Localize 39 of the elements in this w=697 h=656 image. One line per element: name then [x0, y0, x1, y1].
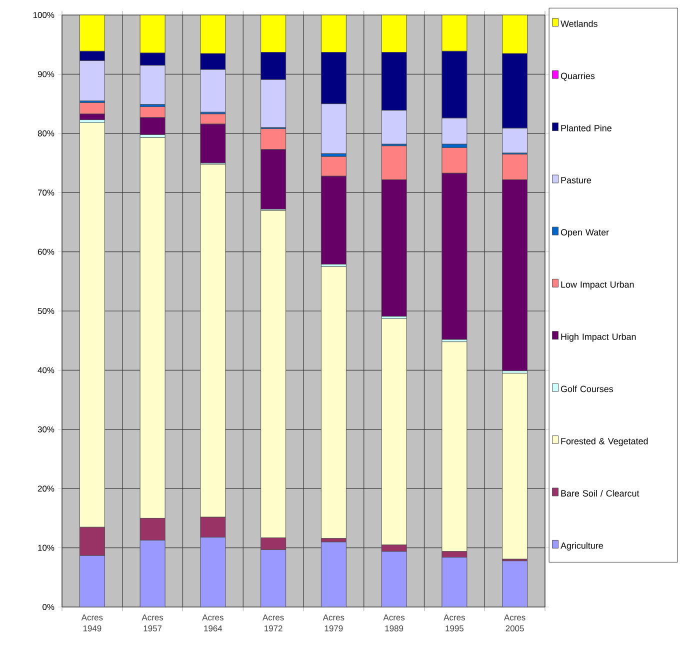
legend-label: Wetlands [560, 20, 598, 27]
x-tick-label: Acres 1989 [383, 614, 405, 632]
y-tick-label: 30% [38, 426, 54, 432]
bar [502, 560, 528, 607]
y-tick-label: 0% [42, 604, 54, 610]
legend-label: Forested & Vegetated [561, 438, 648, 446]
bar [320, 266, 346, 539]
x-tick-label: Acres 1979 [322, 614, 344, 632]
legend-label: Open Water [560, 229, 609, 238]
y-tick-label: 100% [33, 12, 54, 18]
y-tick-label: 90% [38, 71, 54, 78]
x-tick-label: Acres 1957 [142, 614, 164, 632]
legend-label: Golf Courses [560, 386, 614, 392]
legend-label: Agriculture [560, 542, 603, 551]
bar [320, 542, 346, 607]
y-tick-label: 10% [38, 544, 54, 551]
legend-label: Low Impact Urban [561, 281, 634, 290]
legend-label: Planted Pine [561, 124, 612, 132]
y-tick-label: 80% [38, 130, 54, 136]
x-tick-label: Acres 1949 [81, 614, 103, 632]
y-tick-label: 40% [38, 367, 54, 374]
bar [79, 555, 105, 607]
x-tick-label: Acres 1972 [262, 614, 284, 632]
y-tick-label: 60% [38, 248, 54, 255]
legend-label: Pasture [561, 177, 592, 184]
x-tick-label: Acres 1964 [202, 614, 224, 632]
x-tick-label: Acres 2005 [504, 614, 526, 632]
y-tick-label: 70% [38, 190, 54, 196]
x-tick-label: Acres 1995 [444, 614, 465, 632]
bar [381, 551, 407, 607]
bar [140, 540, 166, 607]
y-tick-label: 50% [38, 308, 54, 314]
y-tick-label: 20% [38, 486, 54, 492]
bar [260, 549, 286, 607]
legend-label: Bare Soil / Clearcut [561, 490, 640, 497]
legend-label: High Impact Urban [561, 333, 636, 342]
bar [442, 557, 468, 607]
bar [200, 536, 226, 607]
legend-label: Quarries [560, 72, 595, 81]
